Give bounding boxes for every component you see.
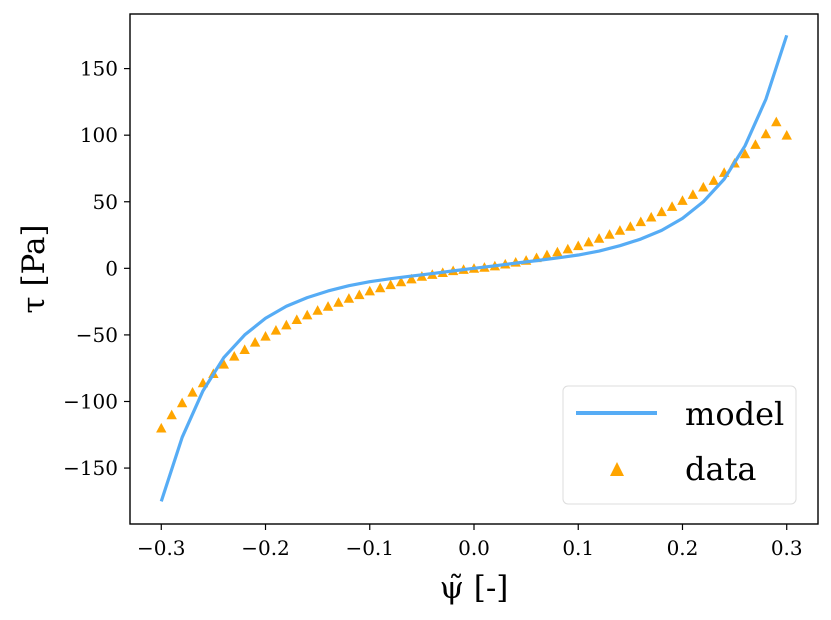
legend-data-label: data: [685, 450, 757, 488]
y-tick-label: −150: [63, 456, 118, 480]
series-layer: [156, 34, 792, 502]
x-tick-label: 0.1: [562, 536, 594, 560]
x-axis: −0.3 −0.2 −0.1 0.0 0.1 0.2 0.3: [137, 524, 803, 560]
data-point: [583, 236, 594, 247]
data-point: [739, 148, 751, 159]
data-point: [750, 139, 761, 149]
data-point: [270, 325, 282, 335]
data-point: [354, 289, 365, 300]
y-axis-label: τ [Pa]: [16, 224, 52, 313]
x-tick-label: −0.3: [137, 536, 186, 560]
data-point: [364, 285, 375, 296]
data-point: [687, 189, 699, 199]
legend-data-marker: [610, 462, 624, 476]
data-point: [322, 301, 334, 311]
data-point: [333, 297, 344, 307]
data-point: [573, 240, 584, 251]
data-point: [281, 319, 292, 330]
x-tick-label: 0.3: [771, 536, 803, 560]
data-point: [406, 273, 417, 284]
data-point: [708, 175, 719, 185]
data-point: [260, 331, 271, 341]
x-tick-label: 0.2: [667, 536, 699, 560]
x-axis-label: ψ̃ [-]: [440, 570, 509, 606]
data-point: [646, 211, 657, 222]
y-tick-label: 150: [80, 57, 118, 81]
data-point: [312, 305, 323, 315]
y-tick-label: 50: [93, 190, 118, 214]
x-tick-label: 0.0: [458, 536, 490, 560]
data-point: [291, 314, 302, 325]
data-point: [343, 293, 355, 303]
x-tick-label: −0.2: [241, 536, 290, 560]
y-tick-label: −100: [63, 389, 118, 413]
data-point: [666, 201, 678, 211]
data-point: [593, 233, 605, 243]
data-point: [562, 243, 574, 254]
data-point: [604, 229, 615, 239]
data-point: [625, 221, 636, 231]
data-point: [395, 276, 407, 287]
data-point: [239, 344, 250, 354]
x-tick-label: −0.1: [345, 536, 394, 560]
data-point: [176, 397, 188, 408]
data-point: [656, 206, 667, 217]
y-tick-label: −50: [76, 323, 118, 347]
data-point: [677, 195, 688, 205]
data-point: [771, 116, 782, 127]
data-point: [698, 181, 709, 192]
model-line: [159, 34, 789, 502]
y-tick-label: 0: [105, 256, 118, 280]
data-point: [781, 129, 792, 140]
legend: model data: [562, 385, 797, 505]
data-point: [156, 422, 167, 433]
data-point: [385, 279, 396, 290]
data-point: [302, 309, 313, 320]
data-point: [541, 249, 553, 260]
data-point: [249, 337, 261, 347]
y-axis: −150 −100 −50 0 50 100 150: [63, 57, 130, 480]
legend-model-label: model: [685, 395, 784, 433]
data-point: [166, 409, 177, 420]
data-point: [374, 282, 386, 293]
y-tick-label: 100: [80, 123, 118, 147]
data-point: [552, 246, 563, 257]
data-point: [614, 225, 626, 235]
data-point: [218, 359, 230, 369]
data-point: [760, 128, 772, 139]
data-point: [229, 351, 240, 361]
data-point: [187, 386, 198, 397]
data-point: [635, 216, 646, 227]
